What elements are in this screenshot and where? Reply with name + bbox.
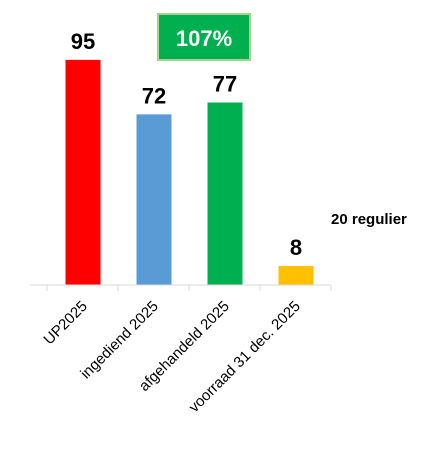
bar-voorraad-31-dec-2025 <box>278 266 314 285</box>
value-label: 77 <box>213 72 237 97</box>
value-label: 8 <box>290 235 302 260</box>
category-label: UP2025 <box>40 298 90 348</box>
bars-group <box>65 59 314 285</box>
percentage-badge-box <box>157 13 251 61</box>
value-labels-group: 95 72 77 8 <box>71 29 302 260</box>
bar-afgehandeld-2025 <box>207 102 243 285</box>
percentage-badge: 107% <box>157 13 251 61</box>
side-note: 20 regulier <box>331 211 407 228</box>
x-axis-ticks <box>46 285 332 291</box>
value-label: 72 <box>142 83 166 108</box>
value-label: 95 <box>71 29 95 54</box>
bar-up2025 <box>65 59 101 285</box>
percentage-badge-text: 107% <box>176 26 232 51</box>
bar-ingediend-2025 <box>136 114 172 285</box>
